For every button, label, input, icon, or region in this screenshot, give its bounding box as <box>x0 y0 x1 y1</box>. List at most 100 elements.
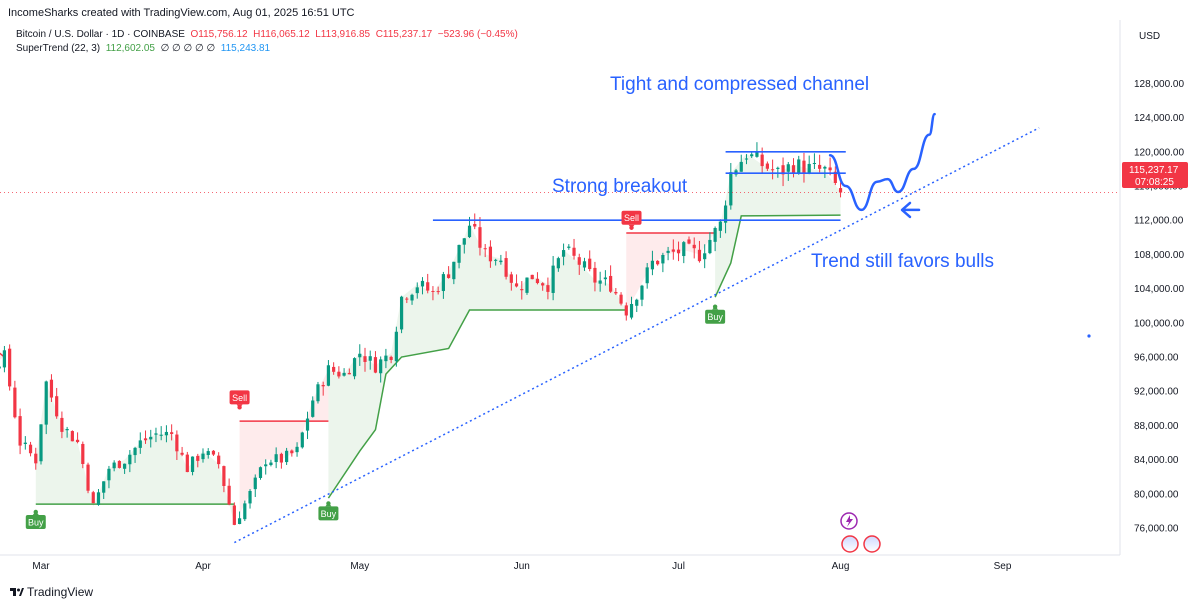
time-tick-label: May <box>350 561 369 572</box>
signal-label: Sell <box>232 393 247 403</box>
candle <box>838 182 843 198</box>
candle <box>316 381 320 404</box>
signal-label: Buy <box>707 312 723 322</box>
candle <box>232 502 236 526</box>
candle <box>389 355 393 364</box>
price-tick-label: 80,000.00 <box>1134 489 1179 500</box>
candle <box>452 261 456 285</box>
buy-signal[interactable]: Buy <box>318 501 339 521</box>
price-tick-label: 128,000.00 <box>1134 79 1184 90</box>
buy-signal[interactable]: Buy <box>705 304 726 324</box>
candle <box>551 256 555 301</box>
candle <box>190 456 195 476</box>
candle <box>530 274 534 280</box>
supertrend-up-fill <box>328 224 627 499</box>
lightning-glyph-icon <box>846 515 853 527</box>
time-tick-label: Apr <box>195 561 211 572</box>
candle <box>776 166 780 178</box>
candle <box>206 448 210 459</box>
candle <box>399 295 404 334</box>
tradingview-brand-label: TradingView <box>27 585 94 599</box>
candle <box>75 432 80 444</box>
annotation-text: Trend still favors bulls <box>811 251 994 272</box>
buy-signal[interactable]: Buy <box>25 509 46 529</box>
candle <box>546 277 550 300</box>
price-tick-label: 88,000.00 <box>1134 421 1179 432</box>
candle <box>91 490 95 504</box>
candle <box>326 360 331 387</box>
symbol-legend: Bitcoin / U.S. Dollar · 1D · COINBASE O1… <box>16 29 518 40</box>
price-tick-label: 92,000.00 <box>1134 387 1179 398</box>
candle <box>504 251 508 280</box>
candle <box>609 265 613 293</box>
candle <box>23 436 27 450</box>
candle <box>337 366 341 379</box>
candle <box>201 448 205 463</box>
candle <box>483 243 487 258</box>
candle <box>629 296 634 320</box>
time-tick-label: Jul <box>672 561 685 572</box>
candle <box>164 425 169 443</box>
time-tick-label: Mar <box>32 561 50 572</box>
candle <box>18 408 22 455</box>
candle <box>60 411 64 439</box>
candle <box>170 424 174 441</box>
indicator-value-1: 112,602.05 <box>105 43 155 54</box>
price-axis[interactable]: 128,000.00124,000.00120,000.00116,000.00… <box>1134 79 1184 535</box>
candle <box>525 277 529 295</box>
candle <box>253 474 257 498</box>
candle <box>478 217 482 256</box>
candle <box>723 200 728 234</box>
price-tick-label: 96,000.00 <box>1134 353 1179 364</box>
supertrend-up-line <box>714 214 841 298</box>
candle <box>384 348 388 369</box>
candle <box>797 155 801 175</box>
candle <box>577 253 581 275</box>
candle <box>102 481 106 500</box>
candle <box>143 430 148 444</box>
candle <box>572 238 576 260</box>
candle <box>593 261 597 292</box>
candle <box>342 368 346 377</box>
sell-signal[interactable]: Sell <box>621 210 642 230</box>
supertrend-up-fill <box>715 153 841 298</box>
candle <box>394 326 398 367</box>
candle <box>473 213 477 230</box>
candle <box>431 286 435 301</box>
candle <box>619 292 623 306</box>
candle <box>149 429 153 448</box>
candle <box>818 154 822 173</box>
indicator-legend: SuperTrend (22, 3) 112,602.05 ∅ ∅ ∅ ∅ ∅ … <box>16 43 270 54</box>
candle <box>833 166 837 186</box>
candle <box>588 250 592 272</box>
candle <box>682 241 686 264</box>
candle <box>771 159 775 180</box>
us-flag-event-icon[interactable] <box>863 535 881 553</box>
us-flag-event-icon[interactable] <box>841 535 859 553</box>
candle <box>614 287 618 295</box>
tradingview-brand[interactable]: TradingView <box>10 585 93 599</box>
price-tick-label: 108,000.00 <box>1134 250 1184 261</box>
candle <box>729 162 733 210</box>
supertrend-up-line <box>327 309 627 499</box>
ohlc-low: L113,916.85 <box>315 29 371 40</box>
candle <box>258 466 263 480</box>
candle <box>321 381 325 396</box>
tradingview-logo-icon <box>10 588 24 596</box>
candle <box>781 157 785 187</box>
time-axis[interactable]: Mar Apr May Jun Jul Aug Sep <box>32 561 1011 572</box>
candle <box>55 387 59 419</box>
candle <box>739 154 743 172</box>
sell-signal[interactable]: Sell <box>229 390 250 410</box>
candle <box>671 239 675 260</box>
price-tick-label: 124,000.00 <box>1134 113 1184 124</box>
candle <box>520 281 524 300</box>
candle <box>718 219 722 238</box>
candle <box>436 286 440 295</box>
price-change: −523.96 (−0.45%) <box>437 29 518 40</box>
candle <box>39 424 43 465</box>
price-tick-label: 112,000.00 <box>1134 216 1184 227</box>
candle <box>556 256 560 272</box>
candle <box>28 441 33 457</box>
